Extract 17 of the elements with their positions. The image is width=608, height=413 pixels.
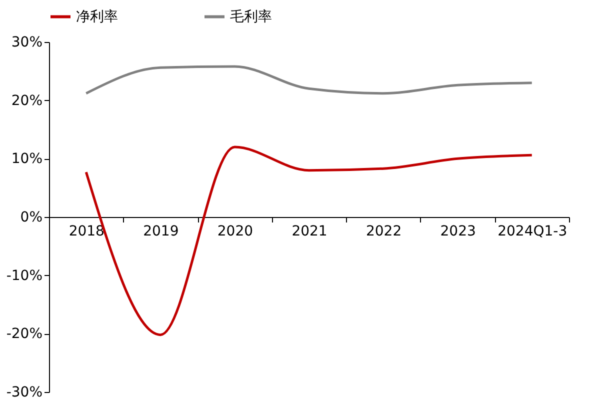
x-tick-label: 2022 [366,224,402,240]
y-tick-label: 30% [11,34,42,50]
x-tick-label: 2023 [440,224,476,240]
legend-label: 毛利率 [230,8,272,25]
y-tick-label: -30% [6,384,42,400]
x-tick-label: 2020 [217,224,254,240]
y-tick-label: 10% [11,151,42,168]
y-tick-label: 20% [11,92,42,109]
line-series [84,65,534,95]
y-tick-label: -20% [6,326,42,342]
legend-label: 净利率 [76,8,118,25]
y-tick-label: -10% [6,268,42,284]
x-tick-label: 2021 [292,224,328,240]
y-tick-label: 0% [20,210,42,226]
x-tick-label: 2019 [143,224,179,240]
x-tick-label: 2024Q1-3 [498,224,568,240]
x-tick-label: 2018 [68,224,104,240]
